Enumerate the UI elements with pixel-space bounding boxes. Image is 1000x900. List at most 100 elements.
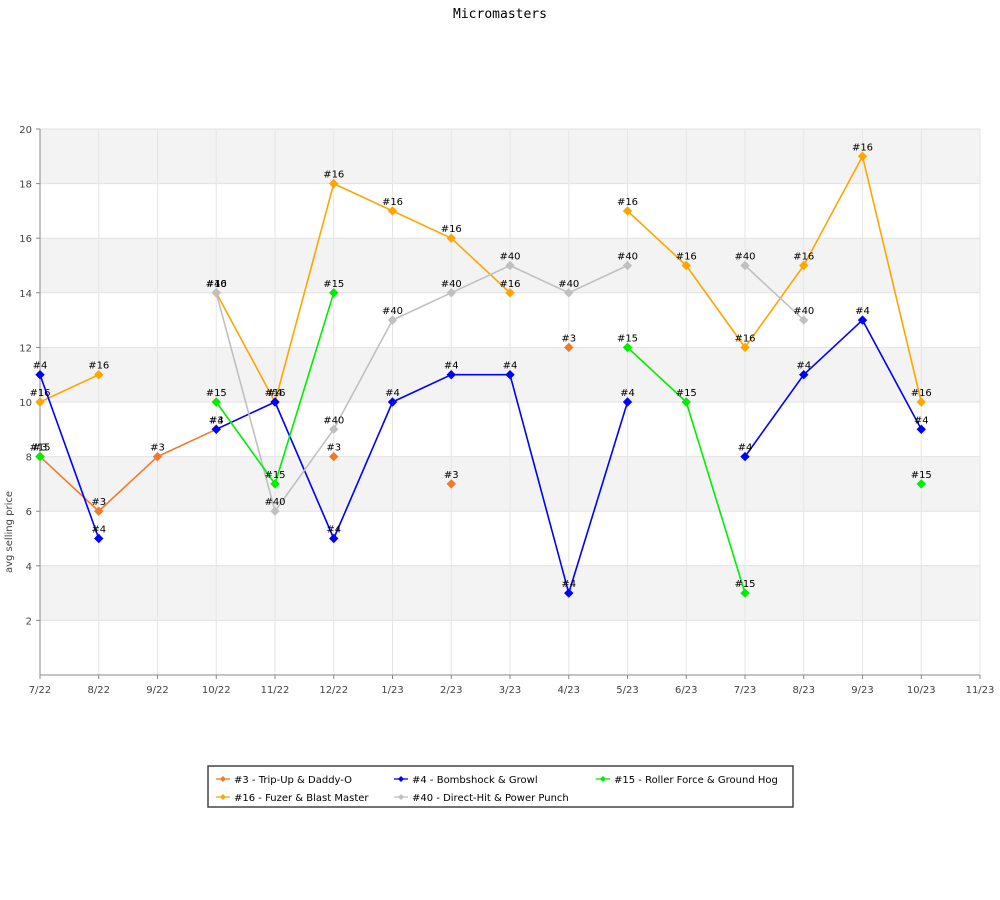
x-tick-label: 9/22 — [146, 685, 168, 696]
series-line-segment — [333, 319, 394, 430]
data-label: #40 — [382, 306, 403, 317]
x-tick-label: 5/23 — [616, 685, 638, 696]
series-line-segment — [744, 265, 805, 348]
data-label: #40 — [793, 306, 814, 317]
series-line-segment — [157, 428, 217, 458]
data-point — [329, 533, 339, 544]
data-label: #16 — [734, 333, 755, 344]
data-point — [329, 288, 339, 298]
series — [211, 260, 809, 516]
data-point — [211, 397, 221, 407]
series-line-segment — [274, 292, 335, 485]
data-point — [505, 288, 515, 298]
series-line-segment — [392, 210, 452, 239]
series-line-segment — [861, 156, 923, 403]
data-point — [270, 397, 280, 407]
data-label: #40 — [734, 252, 755, 263]
x-tick-label: 11/22 — [261, 685, 290, 696]
x-tick-label: 8/22 — [88, 685, 110, 696]
y-tick-label: 2 — [26, 616, 32, 627]
series-line-segment — [567, 401, 629, 594]
data-point — [681, 397, 691, 407]
data-point — [94, 369, 104, 380]
legend-label: #15 - Roller Force & Ground Hog — [614, 775, 778, 786]
x-tick-label: 7/23 — [734, 685, 756, 696]
x-tick-label: 12/22 — [319, 685, 348, 696]
data-point — [916, 424, 926, 435]
data-label: #15 — [676, 388, 697, 399]
x-tick-label: 2/23 — [440, 685, 462, 696]
series-line-segment — [509, 264, 570, 294]
data-point — [622, 206, 633, 216]
x-tick-label: 6/23 — [675, 685, 697, 696]
y-tick-label: 18 — [19, 180, 32, 191]
data-label: #16 — [617, 197, 638, 208]
data-point — [622, 342, 633, 353]
data-label: #3 — [209, 415, 224, 426]
series-layer — [35, 151, 926, 598]
series-line-segment — [215, 401, 276, 431]
series-line-segment — [39, 456, 100, 512]
data-point — [35, 369, 45, 380]
data-label: #15 — [264, 470, 285, 481]
data-point — [329, 424, 339, 435]
data-label: #15 — [29, 443, 50, 454]
data-label: #4 — [914, 415, 929, 426]
x-tick-label: 3/23 — [499, 685, 521, 696]
legend: #3 - Trip-Up & Daddy-O #4 - Bombshock & G… — [207, 765, 794, 808]
series-line-segment — [626, 210, 687, 267]
legend-item: #3 - Trip-Up & Daddy-O — [216, 775, 352, 786]
x-tick-label: 10/23 — [907, 685, 936, 696]
series — [35, 288, 926, 598]
data-label: #4 — [385, 388, 400, 399]
y-axis-label: avg selling price — [4, 491, 15, 573]
legend-item: #16 - Fuzer & Blast Master — [216, 793, 369, 804]
data-point — [622, 397, 633, 407]
data-label: #4 — [561, 579, 576, 590]
series-line-segment — [509, 374, 570, 594]
series-line-segment — [392, 373, 452, 403]
data-label: #4 — [503, 361, 518, 372]
series-line-segment — [39, 374, 100, 539]
series-line-segment — [215, 292, 276, 512]
data-label: #3 — [326, 443, 341, 454]
series-line-segment — [685, 401, 746, 594]
series-line-segment — [333, 182, 393, 212]
data-point — [152, 451, 163, 462]
data-label: #3 — [561, 333, 576, 344]
x-tick-label: 10/22 — [202, 685, 231, 696]
data-point — [329, 178, 339, 189]
axes: 2 4 6 8 10 12 14 16 18 20 7/22 8/22 9/22 10/22 11/22 12… — [19, 125, 994, 696]
series-line-segment — [333, 401, 394, 539]
data-label: #16 — [793, 252, 814, 263]
data-point — [857, 315, 868, 325]
data-point — [446, 233, 456, 243]
data-point — [505, 260, 515, 271]
data-label: #16 — [264, 388, 285, 399]
data-point — [387, 315, 398, 325]
series-line-segment — [450, 237, 511, 294]
series — [35, 315, 926, 598]
legend-item: #4 - Bombshock & Growl — [394, 775, 538, 786]
legend-swatch-marker — [398, 776, 404, 782]
series-line-segment — [744, 264, 805, 321]
data-point — [857, 151, 868, 162]
data-point — [329, 451, 339, 462]
data-label: #4 — [796, 361, 811, 372]
data-point — [446, 288, 456, 298]
data-point — [916, 479, 926, 489]
data-point — [564, 588, 574, 598]
y-tick-label: 8 — [26, 453, 32, 464]
data-label: #40 — [264, 497, 285, 508]
y-tick-label: 16 — [19, 234, 32, 245]
data-point — [270, 506, 280, 516]
data-label: #16 — [441, 224, 462, 235]
data-point — [270, 479, 280, 489]
data-label: #4 — [209, 415, 224, 426]
data-point — [622, 260, 633, 271]
legend-label: #4 - Bombshock & Growl — [412, 775, 538, 786]
data-label: #4 — [444, 361, 459, 372]
data-label: #15 — [206, 388, 227, 399]
data-label: #4 — [33, 361, 48, 372]
data-point — [799, 260, 809, 271]
